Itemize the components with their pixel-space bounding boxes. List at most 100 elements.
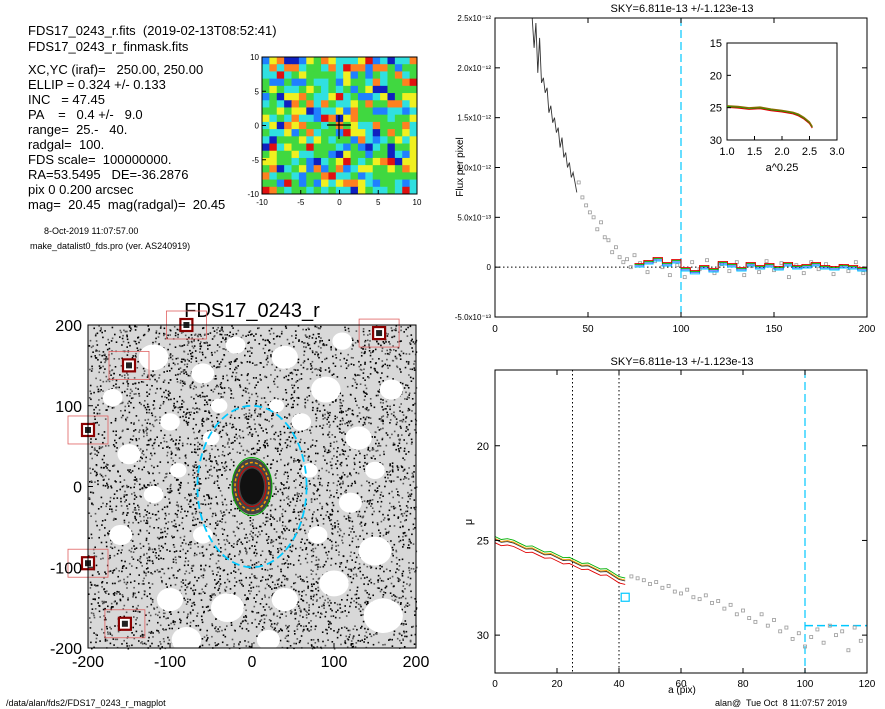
noise-speck [355, 375, 357, 377]
noise-speck [315, 564, 317, 566]
noise-speck [284, 550, 286, 552]
noise-speck [198, 340, 200, 342]
noise-speck [121, 643, 123, 645]
noise-speck [399, 505, 401, 507]
noise-speck [219, 469, 221, 471]
noise-speck [174, 551, 176, 553]
noise-speck [170, 485, 172, 487]
noise-speck [312, 407, 314, 409]
residual-cell [402, 151, 410, 159]
noise-speck [140, 547, 142, 549]
noise-speck [204, 396, 206, 398]
noise-speck [111, 511, 113, 513]
noise-speck [286, 635, 288, 637]
noise-speck [247, 342, 249, 344]
noise-speck [348, 408, 350, 410]
noise-speck [322, 415, 324, 417]
noise-speck [387, 353, 389, 355]
noise-speck [274, 587, 276, 589]
noise-speck [266, 359, 268, 361]
noise-speck [333, 363, 335, 365]
noise-speck [221, 382, 223, 384]
noise-speck [175, 513, 177, 515]
noise-speck [200, 593, 202, 595]
noise-speck [290, 645, 292, 647]
residual-cell [336, 165, 344, 173]
noise-speck [251, 434, 253, 436]
noise-speck [151, 385, 153, 387]
noise-speck [340, 530, 342, 532]
noise-speck [315, 588, 317, 590]
noise-speck [275, 509, 277, 511]
noise-speck [221, 334, 223, 336]
residual-cell [387, 180, 395, 188]
noise-speck [109, 632, 111, 634]
noise-speck [389, 465, 391, 467]
noise-speck [229, 335, 231, 337]
noise-speck [195, 350, 197, 352]
noise-speck [251, 435, 253, 437]
noise-speck [359, 412, 361, 414]
noise-speck [115, 639, 117, 641]
noise-speck [185, 335, 187, 337]
noise-speck [172, 460, 174, 462]
noise-speck [183, 598, 185, 600]
noise-speck [301, 511, 303, 513]
noise-speck [142, 643, 144, 645]
noise-speck [389, 639, 391, 641]
noise-speck [170, 585, 172, 587]
residual-cell [351, 151, 359, 159]
noise-speck [244, 454, 246, 456]
noise-speck [131, 548, 133, 550]
residual-ytick-label: 0 [255, 122, 260, 131]
noise-speck [244, 640, 246, 642]
noise-speck [371, 503, 373, 505]
noise-speck [320, 566, 322, 568]
noise-speck [274, 343, 276, 345]
noise-speck [264, 397, 266, 399]
noise-speck [315, 445, 317, 447]
noise-speck [104, 591, 106, 593]
noise-speck [107, 631, 109, 633]
noise-speck [191, 342, 193, 344]
noise-speck [364, 345, 366, 347]
noise-speck [376, 395, 378, 397]
noise-speck [165, 515, 167, 517]
noise-speck [399, 420, 401, 422]
noise-speck [328, 621, 330, 623]
noise-speck [282, 575, 284, 577]
noise-speck [407, 396, 409, 398]
noise-speck [203, 458, 205, 460]
noise-speck [215, 378, 217, 380]
residual-cell [351, 180, 359, 188]
noise-speck [207, 637, 209, 639]
noise-speck [280, 585, 282, 587]
noise-speck [284, 416, 286, 418]
noise-speck [192, 602, 194, 604]
noise-speck [360, 418, 362, 420]
noise-speck [126, 612, 128, 614]
noise-speck [356, 330, 358, 332]
noise-speck [374, 407, 376, 409]
noise-speck [246, 450, 248, 452]
noise-speck [311, 586, 313, 588]
noise-speck [158, 445, 160, 447]
noise-speck [102, 366, 104, 368]
residual-cell [262, 86, 270, 94]
residual-cell [306, 172, 314, 180]
noise-speck [139, 489, 141, 491]
noise-speck [285, 625, 287, 627]
noise-speck [267, 445, 269, 447]
noise-speck [129, 345, 131, 347]
noise-speck [173, 362, 175, 364]
noise-speck [298, 621, 300, 623]
residual-cell [277, 86, 285, 94]
noise-speck [160, 461, 162, 463]
noise-speck [406, 636, 408, 638]
noise-speck [262, 513, 264, 515]
noise-speck [185, 455, 187, 457]
noise-speck [130, 438, 132, 440]
noise-speck [222, 466, 224, 468]
noise-speck [398, 467, 400, 469]
noise-speck [309, 480, 311, 482]
